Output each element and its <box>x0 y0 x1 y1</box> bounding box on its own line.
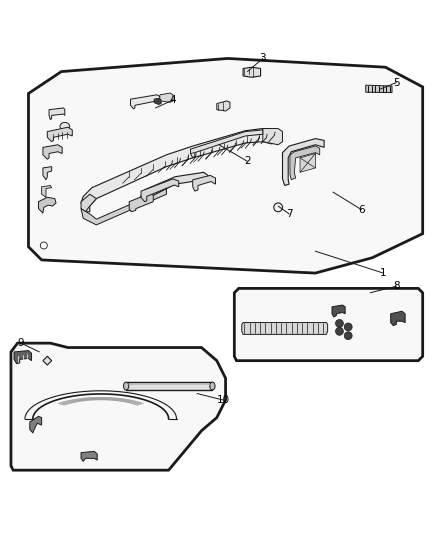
Polygon shape <box>81 189 166 225</box>
Circle shape <box>336 319 343 327</box>
Polygon shape <box>129 193 153 212</box>
Text: 1: 1 <box>380 268 387 278</box>
Polygon shape <box>81 194 96 212</box>
Polygon shape <box>141 179 179 201</box>
Polygon shape <box>243 67 261 77</box>
Polygon shape <box>391 311 405 326</box>
Text: 4: 4 <box>170 95 177 105</box>
Polygon shape <box>43 356 52 365</box>
Polygon shape <box>290 146 320 180</box>
Polygon shape <box>193 175 215 191</box>
Polygon shape <box>30 416 42 433</box>
Circle shape <box>344 323 352 331</box>
Text: 7: 7 <box>286 209 293 219</box>
Polygon shape <box>39 197 56 213</box>
Text: 2: 2 <box>244 156 251 166</box>
Polygon shape <box>131 95 160 109</box>
Polygon shape <box>28 59 423 273</box>
Text: 8: 8 <box>393 281 400 291</box>
Polygon shape <box>81 128 278 212</box>
Polygon shape <box>11 343 226 470</box>
Polygon shape <box>217 101 230 111</box>
Text: 10: 10 <box>217 395 230 405</box>
Polygon shape <box>234 288 423 361</box>
Polygon shape <box>47 127 72 142</box>
Polygon shape <box>49 108 65 120</box>
Text: 9: 9 <box>18 338 25 348</box>
Polygon shape <box>332 305 345 317</box>
Polygon shape <box>191 130 263 158</box>
Polygon shape <box>43 145 62 159</box>
Text: 3: 3 <box>259 53 266 63</box>
Polygon shape <box>126 382 212 390</box>
Polygon shape <box>81 451 97 462</box>
Polygon shape <box>154 98 161 104</box>
Polygon shape <box>283 139 324 185</box>
Polygon shape <box>300 154 315 172</box>
Polygon shape <box>160 93 173 102</box>
Ellipse shape <box>124 382 129 390</box>
Polygon shape <box>43 167 52 180</box>
Circle shape <box>336 327 343 335</box>
Polygon shape <box>14 351 32 364</box>
Polygon shape <box>263 128 283 145</box>
Text: 5: 5 <box>393 77 400 87</box>
Polygon shape <box>42 185 52 197</box>
Polygon shape <box>366 85 392 93</box>
Ellipse shape <box>60 123 70 130</box>
Text: 6: 6 <box>358 205 365 215</box>
Polygon shape <box>242 322 328 334</box>
Circle shape <box>344 332 352 340</box>
Polygon shape <box>140 172 208 203</box>
Ellipse shape <box>210 382 215 390</box>
